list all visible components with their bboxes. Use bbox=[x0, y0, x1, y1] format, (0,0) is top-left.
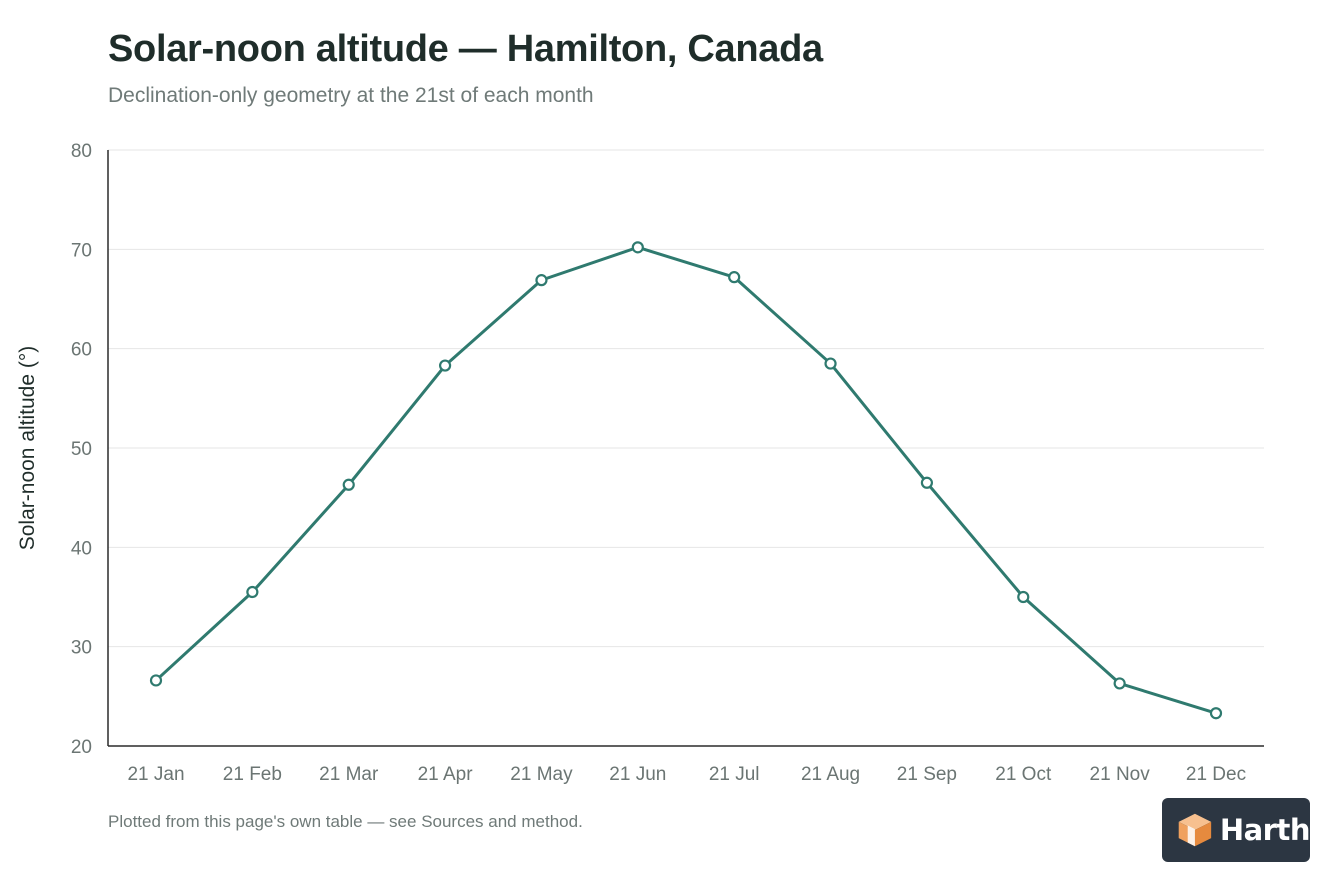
x-tick-label: 21 Jun bbox=[609, 764, 666, 785]
footnote: Plotted from this page's own table — see… bbox=[108, 812, 583, 831]
y-tick-label: 30 bbox=[71, 638, 92, 659]
data-series bbox=[149, 241, 1223, 720]
data-point bbox=[631, 241, 644, 254]
data-point bbox=[1017, 590, 1030, 604]
x-tick-label: 21 Sep bbox=[897, 764, 957, 785]
x-tick-label: 21 Jul bbox=[709, 764, 760, 785]
y-tick-label: 50 bbox=[71, 439, 92, 460]
x-tick-label: 21 Feb bbox=[223, 764, 282, 785]
axes bbox=[107, 150, 1264, 747]
y-tick-labels: 20 30 40 50 60 70 80 bbox=[71, 141, 92, 758]
x-tick-labels: 21 Jan 21 Feb 21 Mar 21 Apr 21 May 21 Jun 21 J… bbox=[127, 764, 1246, 785]
series-line bbox=[154, 245, 1218, 715]
data-point bbox=[728, 271, 741, 284]
x-tick-label: 21 Jan bbox=[127, 764, 184, 785]
y-tick-label: 80 bbox=[71, 141, 92, 162]
data-point bbox=[535, 274, 548, 287]
y-axis-label: Solar-noon altitude (°) bbox=[16, 346, 39, 551]
x-tick-label: 21 May bbox=[510, 764, 573, 785]
data-point bbox=[1209, 707, 1223, 720]
chart-subtitle: Declination-only geometry at the 21st of… bbox=[108, 84, 594, 107]
data-point bbox=[342, 478, 355, 491]
data-point bbox=[149, 674, 163, 687]
x-tick-label: 21 Nov bbox=[1090, 764, 1151, 785]
chart-title: Solar-noon altitude — Hamilton, Canada bbox=[108, 28, 823, 70]
data-point bbox=[824, 357, 837, 370]
y-tick-label: 20 bbox=[71, 737, 92, 758]
cube-icon bbox=[1178, 813, 1212, 847]
harth-logo: Harth bbox=[1162, 798, 1311, 862]
x-tick-label: 21 Aug bbox=[801, 764, 860, 785]
x-tick-label: 21 Mar bbox=[319, 764, 379, 785]
data-point bbox=[1113, 677, 1126, 690]
x-tick-label: 21 Oct bbox=[995, 764, 1052, 785]
x-tick-label: 21 Dec bbox=[1186, 764, 1246, 785]
logo-text: Harth bbox=[1219, 813, 1311, 847]
data-point bbox=[920, 476, 934, 489]
gridlines bbox=[108, 149, 1264, 648]
data-point bbox=[246, 585, 259, 599]
x-tick-label: 21 Apr bbox=[418, 764, 474, 785]
y-tick-label: 40 bbox=[71, 538, 92, 559]
data-point bbox=[438, 359, 452, 372]
y-tick-label: 60 bbox=[71, 340, 92, 361]
y-tick-label: 70 bbox=[71, 240, 92, 261]
